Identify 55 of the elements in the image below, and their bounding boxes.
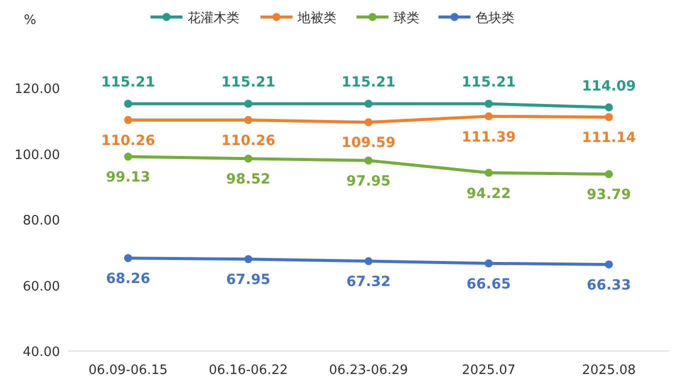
point [244,255,252,264]
data-label: 67.32 [346,274,391,290]
point [604,113,613,122]
data-label: 66.65 [466,276,511,292]
point [124,116,132,124]
point [364,118,372,126]
point [124,254,132,262]
data-label: 93.79 [586,187,632,204]
data-label: 115.21 [101,74,156,91]
y-tick-label: 100.00 [14,148,60,163]
legend-label: 花灌木类 [188,11,240,26]
point [484,168,493,177]
data-label: 68.26 [106,271,150,288]
y-tick-label: 40.00 [22,345,60,360]
data-label: 111.14 [582,130,636,146]
point [124,152,132,161]
data-label: 115.21 [341,74,396,91]
point [244,100,252,108]
data-label: 115.21 [462,74,516,91]
data-label: 109.59 [341,135,396,152]
data-label: 98.52 [226,172,270,188]
data-label: 97.95 [346,173,391,190]
point [604,260,613,268]
data-label: 110.26 [221,133,276,150]
x-tick-label: 06.09-06.15 [88,363,168,378]
data-label: 114.09 [582,78,636,94]
point [364,100,372,108]
data-label: 110.26 [101,133,156,150]
point [484,112,493,120]
x-tick-label: 2025.08 [582,363,636,378]
point [364,156,372,164]
point [244,154,252,163]
data-label: 94.22 [466,186,511,202]
x-tick-label: 06.23-06.29 [328,363,408,378]
y-tick-label: 80.00 [22,214,60,228]
x-tick-label: 06.16-06.22 [208,363,288,378]
data-label: 66.33 [586,277,632,294]
data-label: 67.95 [226,272,270,288]
y-tick-label: 60.00 [22,279,60,294]
point [244,116,252,124]
data-label: 115.21 [221,74,276,91]
legend-label: 色块类 [476,11,514,26]
x-tick-label: 2025.07 [462,363,516,378]
y-tick-label: 120.00 [14,82,60,97]
point [124,100,132,108]
data-label: 99.13 [106,170,150,186]
point [484,259,493,268]
legend-label: 地被类 [296,11,336,26]
data-label: 111.39 [462,129,516,146]
point [484,100,493,108]
point [364,257,372,266]
legend-label: 球类 [394,11,420,26]
point [604,103,613,112]
point [604,170,613,178]
y-axis-title: % [24,13,36,28]
